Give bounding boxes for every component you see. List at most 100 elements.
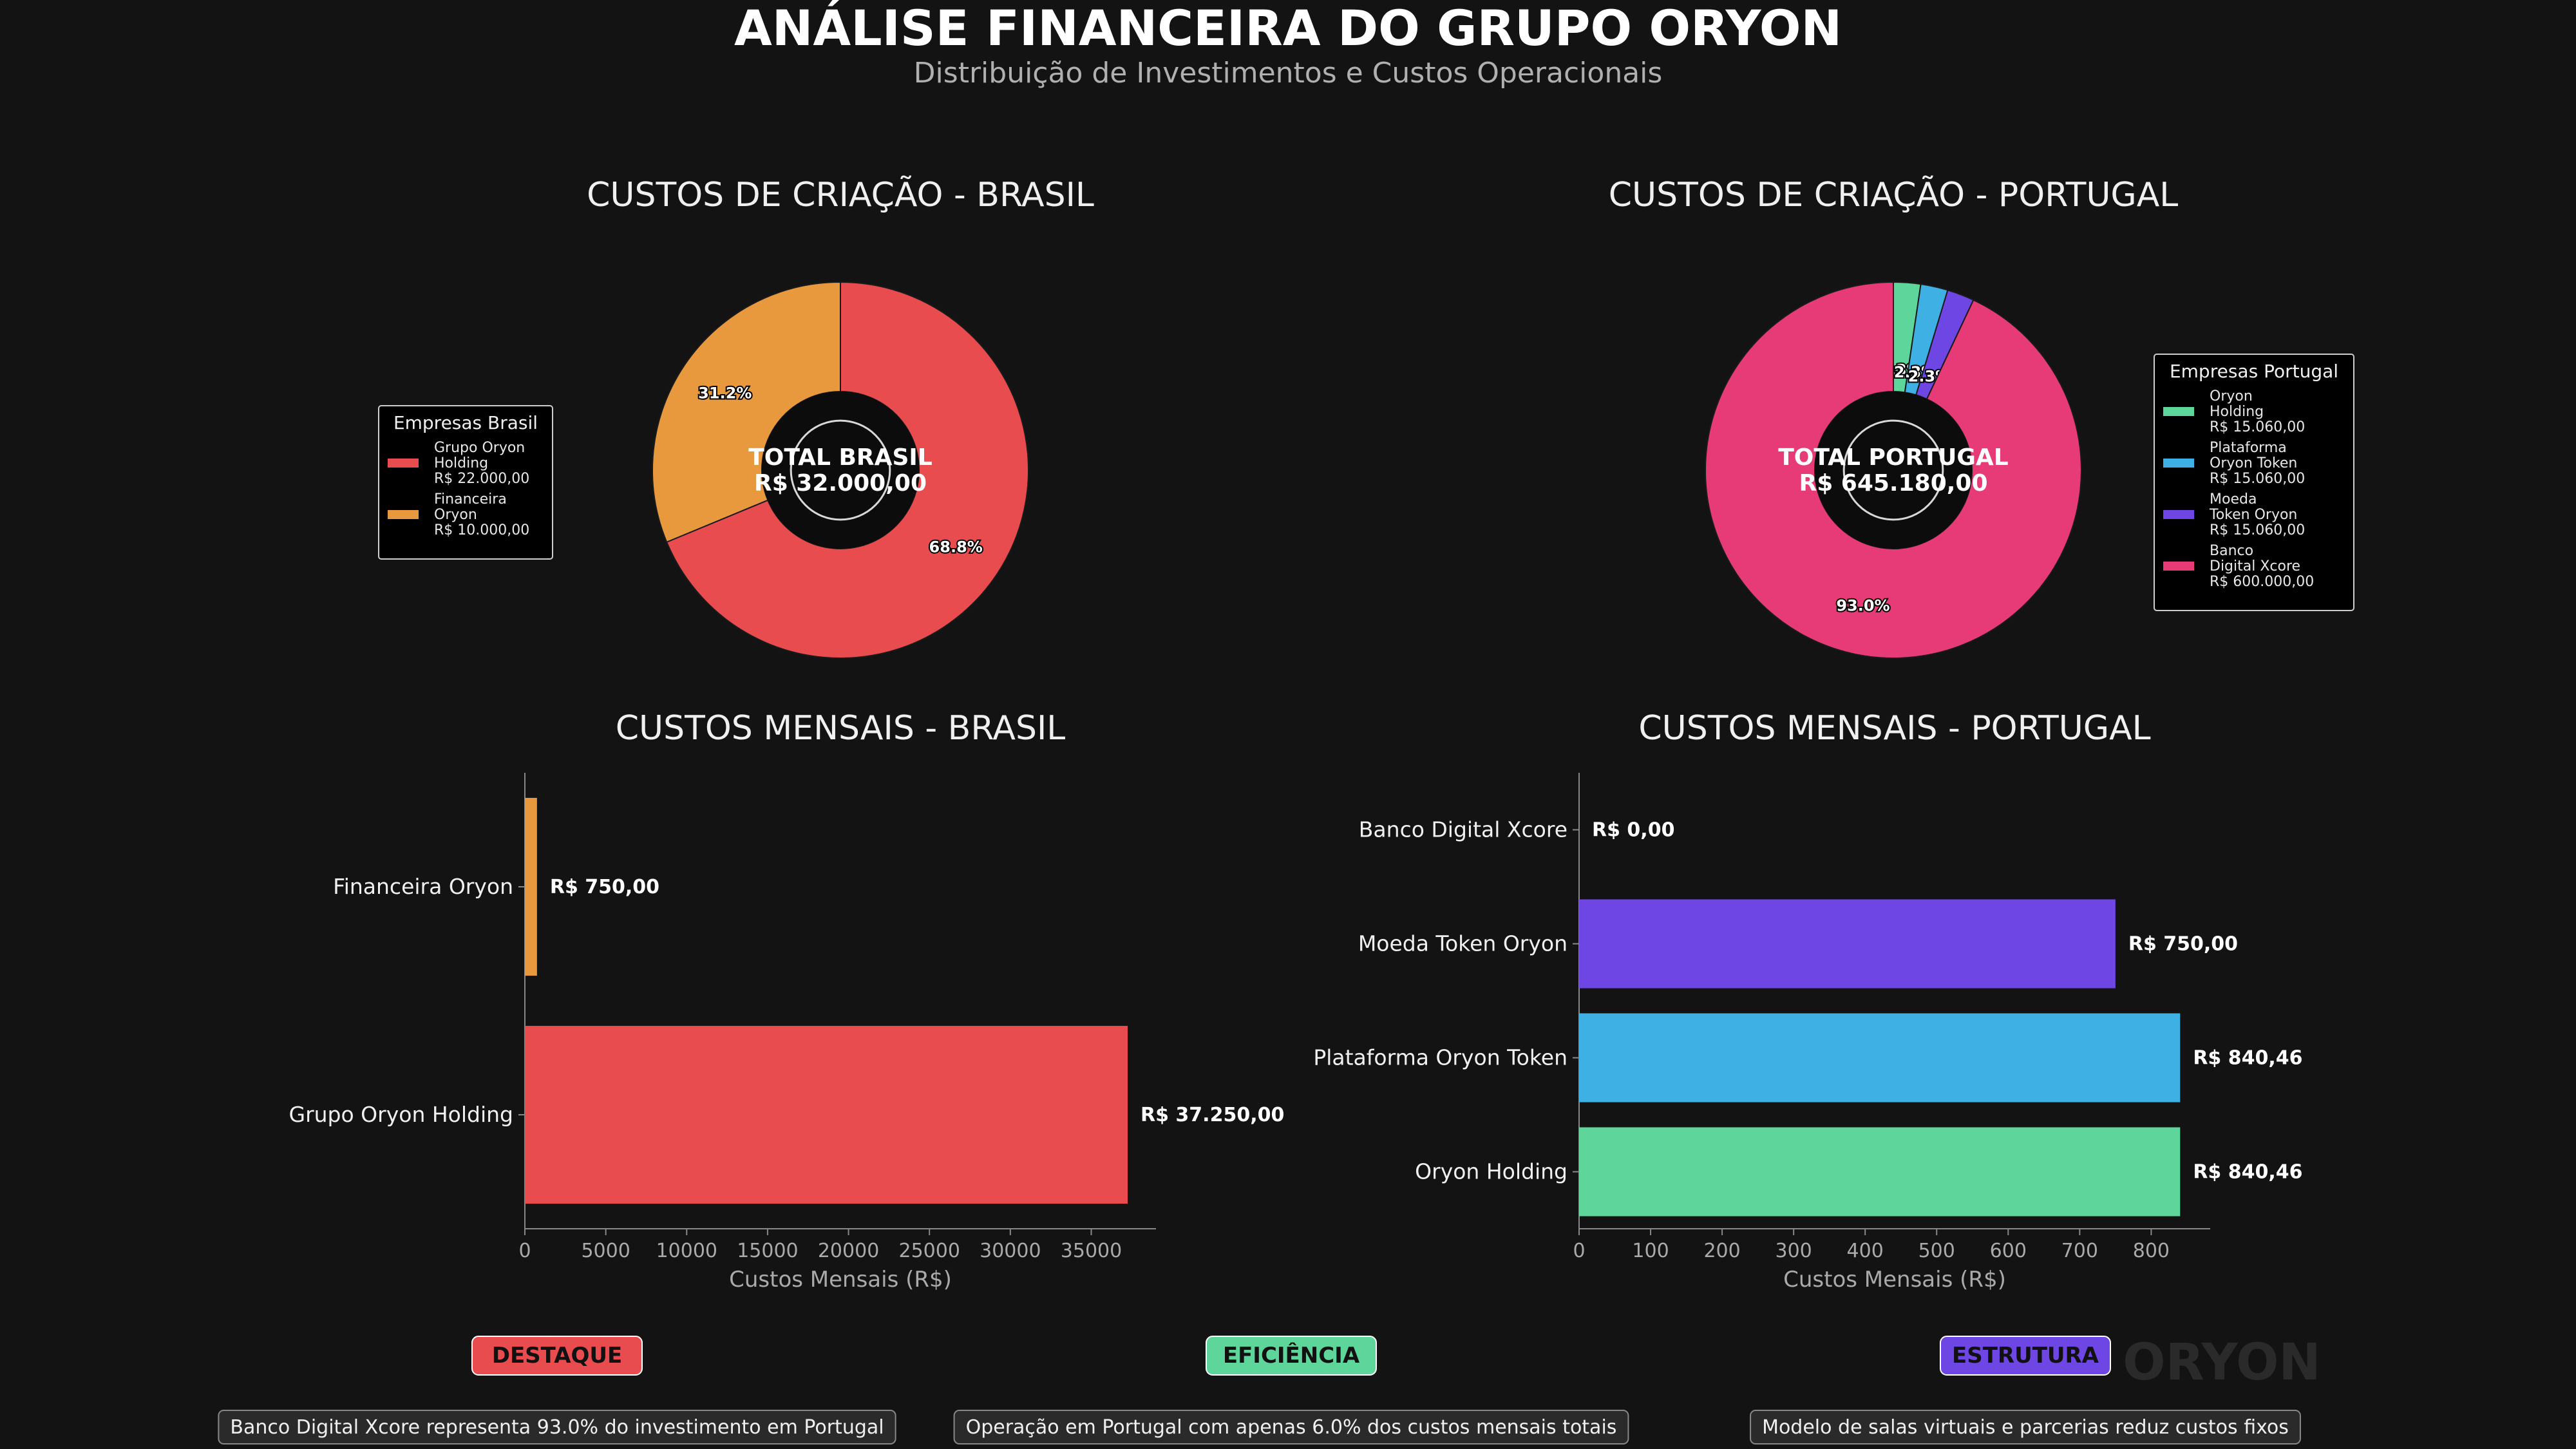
legend-item-label: Moeda: [2210, 491, 2257, 507]
legend-item-label: R$ 10.000,00: [434, 522, 529, 538]
chart-title: CUSTOS DE CRIAÇÃO - PORTUGAL: [1609, 175, 2179, 214]
donut-inner-ring: [790, 419, 891, 521]
legend-item-label: Oryon: [434, 507, 477, 523]
legend-title: Empresas Portugal: [2170, 361, 2338, 382]
legend-item-label: Digital Xcore: [2210, 558, 2300, 574]
center-total-value: R$ 645.180,00: [1799, 470, 1987, 497]
page-title: ANÁLISE FINANCEIRA DO GRUPO ORYON: [734, 0, 1842, 57]
legend-swatch: [2163, 562, 2194, 571]
pie-chart-0: CUSTOS DE CRIAÇÃO - BRASIL 68.8% 31.2% TOTA…: [378, 175, 1094, 659]
bar-value-label: R$ 37.250,00: [1141, 1104, 1284, 1126]
slice-percent-label: 2.3%: [1908, 367, 1951, 385]
legend-item-label: R$ 15.060,00: [2210, 419, 2305, 435]
highlight-badge-label: DESTAQUE: [492, 1343, 623, 1368]
legend-item-label: Oryon Token: [2210, 455, 2297, 471]
legend-title: Empresas Brasil: [393, 412, 538, 433]
bar: [1579, 1127, 2181, 1217]
bar-value-label: R$ 750,00: [550, 876, 659, 898]
x-tick-label: 0: [518, 1240, 531, 1262]
chart-title: CUSTOS MENSAIS - PORTUGAL: [1638, 709, 2150, 748]
bar: [525, 797, 537, 976]
x-tick-label: 35000: [1061, 1240, 1122, 1262]
y-tick-label: Financeira Oryon: [333, 874, 513, 899]
bar-value-label: R$ 0,00: [1592, 819, 1674, 842]
bar-chart-3: CUSTOS MENSAIS - PORTUGAL 0 100 200 300 400 50…: [1313, 709, 2302, 1293]
highlight-text: Operação em Portugal com apenas 6.0% dos…: [966, 1416, 1617, 1439]
x-tick-label: 30000: [980, 1240, 1041, 1262]
x-tick-label: 600: [1990, 1240, 2027, 1262]
charts-group: CUSTOS DE CRIAÇÃO - BRASIL 68.8% 31.2% TOTA…: [289, 175, 2354, 1293]
x-tick-label: 400: [1847, 1240, 1884, 1262]
slice-percent-label: 68.8%: [929, 538, 983, 556]
x-tick-label: 10000: [656, 1240, 717, 1262]
legend-item-label: R$ 15.060,00: [2210, 522, 2305, 538]
slice-percent-label: 31.2%: [698, 384, 752, 402]
page-subtitle: Distribuição de Investimentos e Custos O…: [914, 57, 1663, 90]
legend-item-label: Token Oryon: [2209, 507, 2297, 523]
y-tick-label: Plataforma Oryon Token: [1313, 1045, 1567, 1070]
x-tick-label: 300: [1776, 1240, 1812, 1262]
x-tick-label: 700: [2061, 1240, 2098, 1262]
center-total-label: TOTAL BRASIL: [748, 444, 933, 471]
y-tick-label: Banco Digital Xcore: [1359, 817, 1567, 842]
chart-title: CUSTOS MENSAIS - BRASIL: [616, 709, 1066, 748]
legend-box: [2154, 354, 2354, 611]
y-tick-label: Grupo Oryon Holding: [289, 1102, 514, 1127]
donut-hole: [1815, 392, 1972, 549]
bar-chart-2: CUSTOS MENSAIS - BRASIL 0 5000 10000 15000 20…: [289, 709, 1285, 1293]
highlight-badge-label: EFICIÊNCIA: [1223, 1342, 1360, 1368]
bar: [1579, 899, 2116, 989]
highlight-text-box: [218, 1410, 896, 1444]
legend-box: [378, 405, 553, 560]
y-tick-label: Oryon Holding: [1415, 1159, 1567, 1184]
legend-item-label: R$ 22.000,00: [434, 471, 529, 487]
pie-chart-1: CUSTOS DE CRIAÇÃO - PORTUGAL2.3%2.3%2.3%…: [1609, 175, 2354, 659]
highlight-badge: [1206, 1336, 1377, 1376]
x-tick-label: 800: [2133, 1240, 2170, 1262]
legend-swatch: [2163, 510, 2194, 519]
legend-item-label: Financeira: [434, 491, 507, 507]
legend-item-label: Holding: [434, 455, 488, 471]
highlight-text: Modelo de salas virtuais e parcerias red…: [1762, 1416, 2289, 1439]
y-tick-label: Moeda Token Oryon: [1358, 931, 1567, 956]
highlights-footer: DESTAQUE Banco Digital Xcore representa 9…: [218, 1336, 2301, 1444]
x-tick-label: 500: [1918, 1240, 1955, 1262]
legend-swatch: [388, 459, 419, 468]
highlight-card-0: DESTAQUE Banco Digital Xcore representa 9…: [218, 1336, 896, 1444]
legend-item-label: Oryon: [2210, 388, 2253, 404]
bar: [525, 1025, 1128, 1204]
legend-item-label: Plataforma: [2210, 440, 2287, 456]
legend-item-label: R$ 15.060,00: [2210, 471, 2305, 487]
highlight-badge: [1940, 1336, 2111, 1376]
highlight-badge-label: ESTRUTURA: [1952, 1343, 2099, 1368]
donut-hole: [762, 392, 919, 549]
highlight-text: Banco Digital Xcore representa 93.0% do …: [230, 1416, 884, 1439]
highlight-text-box: [1750, 1410, 2301, 1444]
x-tick-label: 15000: [737, 1240, 798, 1262]
legend-item-label: R$ 600.000,00: [2210, 574, 2314, 590]
x-axis-label: Custos Mensais (R$): [729, 1267, 952, 1293]
x-tick-label: 20000: [818, 1240, 879, 1262]
highlight-card-2: ESTRUTURA Modelo de salas virtuais e parc…: [1750, 1336, 2301, 1444]
highlight-badge: [471, 1336, 643, 1376]
legend-item-label: Grupo Oryon: [434, 440, 525, 456]
legend-swatch: [2163, 407, 2194, 416]
bar-value-label: R$ 840,46: [2193, 1161, 2302, 1184]
slice-percent-label: 93.0%: [1836, 596, 1889, 614]
x-tick-label: 100: [1632, 1240, 1669, 1262]
legend-item-label: Banco: [2210, 543, 2253, 559]
donut-inner-ring: [1842, 419, 1944, 521]
center-total-label: TOTAL PORTUGAL: [1778, 444, 2009, 471]
highlight-card-1: EFICIÊNCIA Operação em Portugal com apena…: [953, 1336, 1629, 1444]
x-tick-label: 200: [1703, 1240, 1740, 1262]
legend-swatch: [388, 510, 419, 519]
bar-value-label: R$ 840,46: [2193, 1047, 2302, 1070]
bar: [1579, 1013, 2181, 1103]
bar-value-label: R$ 750,00: [2128, 933, 2238, 956]
x-tick-label: 25000: [898, 1240, 960, 1262]
chart-title: CUSTOS DE CRIAÇÃO - BRASIL: [587, 175, 1094, 214]
center-total-value: R$ 32.000,00: [754, 470, 927, 497]
